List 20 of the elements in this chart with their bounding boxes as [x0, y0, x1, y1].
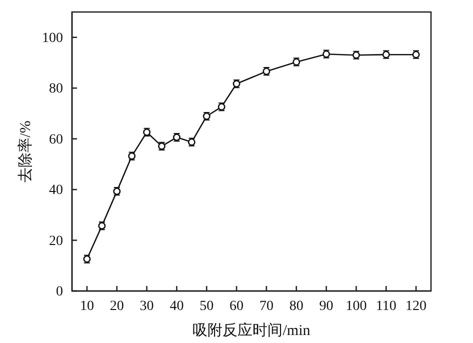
x-tick-label: 10: [80, 298, 94, 314]
x-tick-label: 80: [289, 298, 304, 314]
x-axis-title: 吸附反应时间/min: [192, 322, 311, 339]
x-tick-label: 40: [170, 298, 184, 314]
x-tick-label: 30: [140, 298, 154, 314]
x-tick-label: 50: [200, 298, 214, 314]
y-tick-label: 80: [49, 82, 63, 97]
x-tick-label: 70: [259, 298, 274, 314]
x-tick-label: 100: [346, 298, 367, 314]
x-tick-label: 20: [110, 298, 124, 314]
x-tick-label: 110: [376, 298, 396, 314]
x-tick-label: 120: [406, 298, 427, 314]
y-tick-label: 100: [42, 30, 63, 46]
y-tick-label: 40: [49, 183, 63, 198]
x-tick-label: 60: [230, 298, 244, 314]
x-tick-label: 90: [319, 298, 334, 314]
y-tick-label: 0: [56, 284, 63, 300]
y-axis-title: 去除率/%: [17, 120, 34, 182]
y-tick-label: 60: [49, 132, 63, 148]
y-tick-label: 20: [49, 234, 63, 249]
